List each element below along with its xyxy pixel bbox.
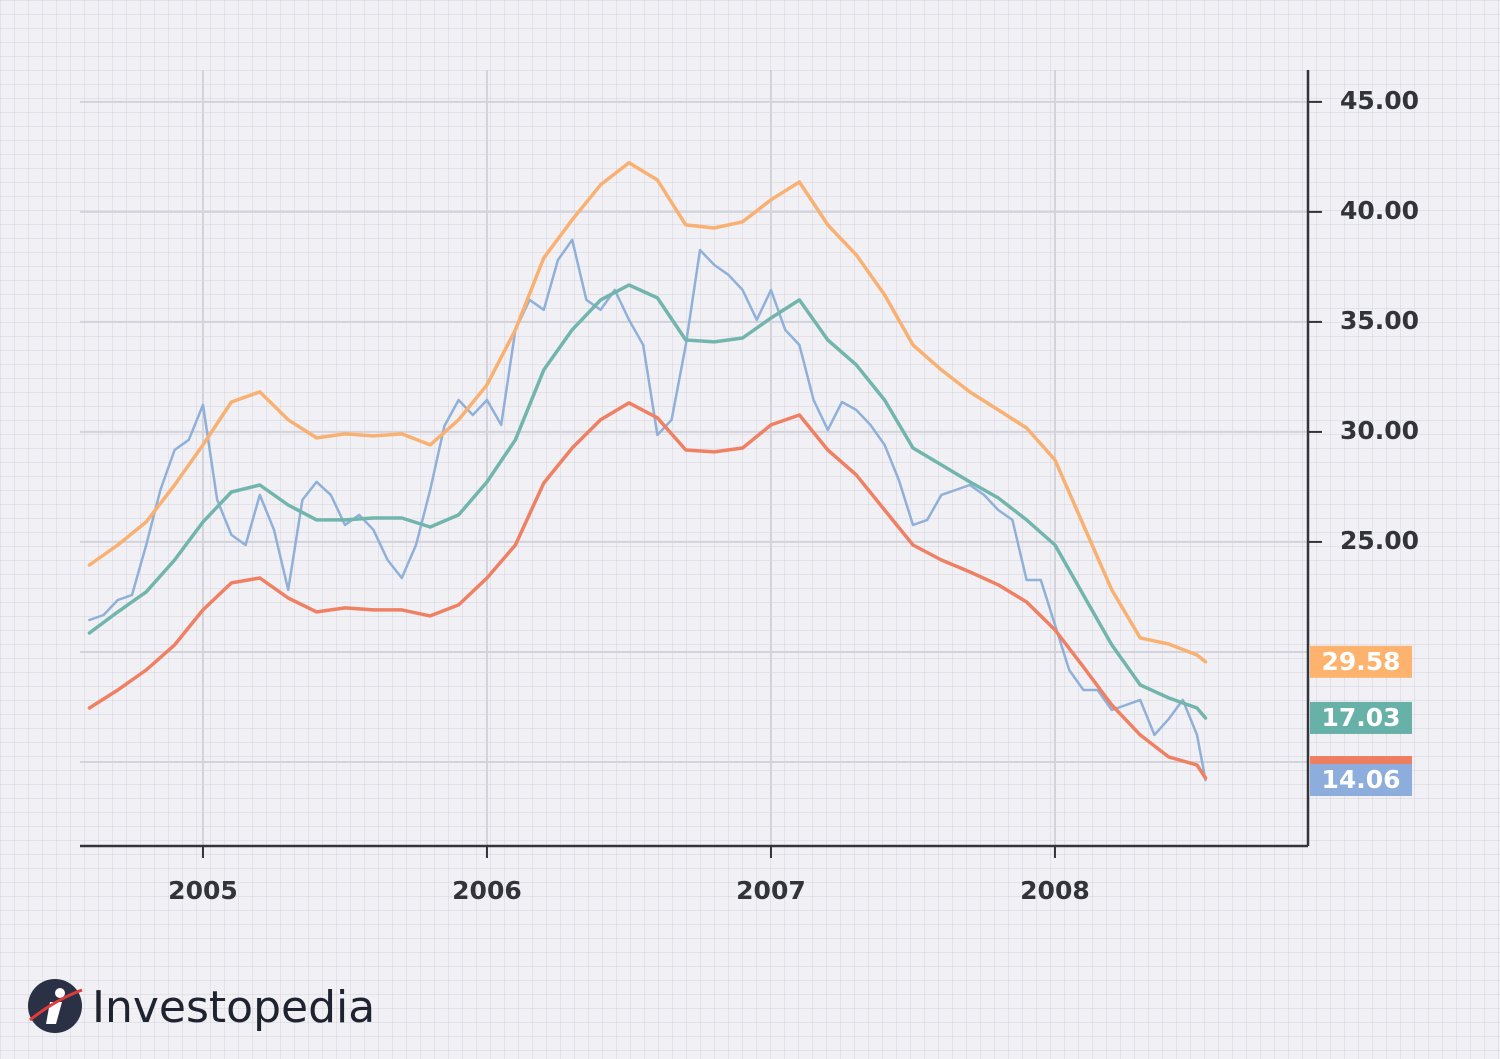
logo: Investopedia (28, 979, 375, 1033)
line-series (87, 283, 1208, 720)
y-tick-label: 25.00 (1340, 526, 1419, 555)
logo-icon-dot (55, 988, 65, 998)
plot: 25.00 30.00 35.00 40.00 45.00 2005 2006 2007 200… (80, 70, 1419, 905)
y-tick-label: 45.00 (1340, 86, 1419, 115)
line-series (87, 161, 1208, 664)
end-label: 14.06 (1321, 765, 1400, 794)
line-series (87, 401, 1208, 780)
end-label: 29.58 (1321, 647, 1400, 676)
logo-icon-swoosh (29, 988, 83, 1022)
end-label-box (1310, 701, 1412, 734)
y-tick-label: 40.00 (1340, 196, 1419, 225)
end-label-box (1310, 763, 1412, 796)
end-label: 17.03 (1321, 703, 1400, 732)
y-tick-label: 35.00 (1340, 306, 1419, 335)
end-label-box (1310, 645, 1412, 678)
logo-text: Investopedia (92, 982, 375, 1033)
line-series (88, 238, 1207, 782)
x-tick-label: 2005 (168, 876, 238, 905)
x-tick-label: 2006 (452, 876, 522, 905)
y-tick-label: 30.00 (1340, 416, 1419, 445)
x-tick-label: 2008 (1020, 876, 1090, 905)
end-marker (1310, 756, 1412, 767)
x-tick-label: 2007 (736, 876, 806, 905)
